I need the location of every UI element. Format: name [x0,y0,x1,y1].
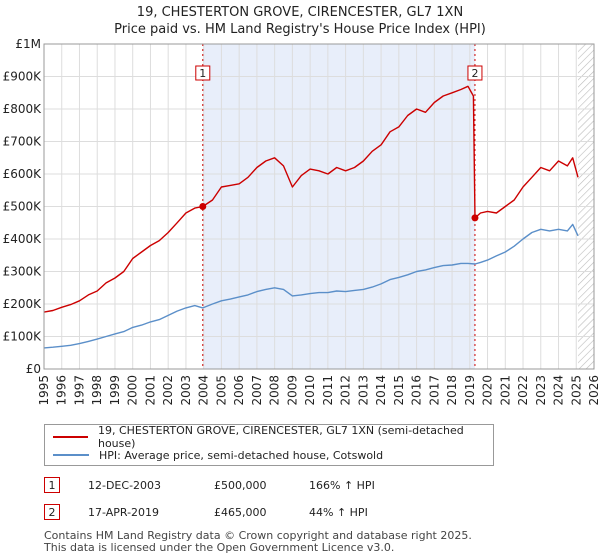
transaction-marker-box [467,65,483,81]
transaction-row: 2 17-APR-2019 £465,000 44% ↑ HPI [44,503,444,521]
footer-licence: This data is licensed under the Open Gov… [44,541,395,554]
transaction-point [471,214,479,222]
x-tick-label: 1997 [72,375,86,406]
hpi-line [44,223,579,349]
x-tick-label: 1995 [37,375,51,406]
transaction-marker-badge: 2 [44,504,60,520]
legend-label-property: 19, CHESTERTON GROVE, CIRENCESTER, GL7 1… [97,424,464,450]
x-tick-label: 2002 [161,375,175,406]
x-tick-label: 2008 [268,375,282,406]
x-tick-label: 2000 [126,375,140,406]
x-tick-label: 2015 [392,375,406,406]
transaction-hpi-change: 166% ↑ HPI [309,478,375,492]
y-tick-label: £700K [3,135,43,149]
chart-title-line-2: Price paid vs. HM Land Registry's House … [114,22,486,37]
x-tick-label: 2011 [321,375,335,406]
x-tick-label: 2018 [445,375,459,406]
y-tick-label: £300K [3,265,43,279]
x-tick-label: 2026 [587,375,600,406]
x-tick-label: 2005 [214,375,228,406]
attribution-footer: Contains HM Land Registry data © Crown c… [44,530,472,554]
x-tick-label: 2006 [232,375,246,406]
x-tick-label: 2014 [374,375,388,406]
price-chart: 19, CHESTERTON GROVE, CIRENCESTER, GL7 1… [3,5,600,406]
y-tick-label: £1M [15,37,41,51]
legend-swatch-property [53,436,88,438]
x-tick-label: 2022 [516,375,530,406]
x-tick-label: 2004 [197,375,211,406]
y-tick-label: £200K [3,297,43,311]
legend-swatch-hpi [53,454,89,456]
chart-legend: 19, CHESTERTON GROVE, CIRENCESTER, GL7 1… [44,424,494,466]
transaction-marker-label: 2 [471,67,478,80]
transaction-marker-box [195,65,211,81]
x-tick-label: 2010 [303,375,317,406]
transaction-row: 1 12-DEC-2003 £500,000 166% ↑ HPI [44,476,444,494]
x-tick-label: 1999 [108,375,122,406]
x-tick-label: 2016 [410,375,424,406]
x-tick-label: 1996 [55,375,69,406]
x-tick-label: 2007 [250,375,264,406]
x-tick-label: 2013 [356,375,370,406]
legend-item-property: 19, CHESTERTON GROVE, CIRENCESTER, GL7 1… [53,424,493,450]
transaction-date: 12-DEC-2003 [88,478,162,492]
chart-title-line-1: 19, CHESTERTON GROVE, CIRENCESTER, GL7 1… [137,5,463,20]
transaction-date: 17-APR-2019 [88,505,160,519]
x-tick-label: 1998 [90,375,104,406]
transaction-hpi-change: 44% ↑ HPI [309,505,368,519]
transaction-point [199,203,207,210]
x-tick-label: 2001 [143,375,157,406]
x-tick-label: 2023 [534,375,548,406]
x-tick-label: 2017 [427,375,441,406]
y-tick-label: £800K [3,102,43,116]
transaction-marker-badge: 1 [44,477,60,493]
x-tick-label: 2003 [179,375,193,406]
legend-item-hpi: HPI: Average price, semi-detached house,… [53,447,383,463]
transaction-marker-label: 1 [199,67,206,80]
y-tick-label: £600K [3,167,43,181]
y-tick-label: £500K [3,200,43,214]
x-tick-label: 2020 [481,375,495,406]
legend-label-hpi: HPI: Average price, semi-detached house,… [99,448,384,462]
y-tick-label: £0 [26,362,41,376]
x-tick-label: 2019 [463,375,477,406]
footer-copyright: Contains HM Land Registry data © Crown c… [44,529,472,542]
x-tick-label: 2021 [498,375,512,406]
transaction-price: £465,000 [214,505,267,519]
x-tick-label: 2024 [552,375,566,406]
y-tick-label: £400K [3,232,43,246]
plot-border [43,43,595,370]
x-tick-label: 2012 [339,375,353,406]
x-tick-label: 2009 [285,375,299,406]
transaction-price: £500,000 [214,478,267,492]
y-tick-label: £100K [3,330,43,344]
y-tick-label: £900K [3,70,43,84]
property-price-line [44,85,579,313]
x-tick-label: 2025 [569,375,583,406]
